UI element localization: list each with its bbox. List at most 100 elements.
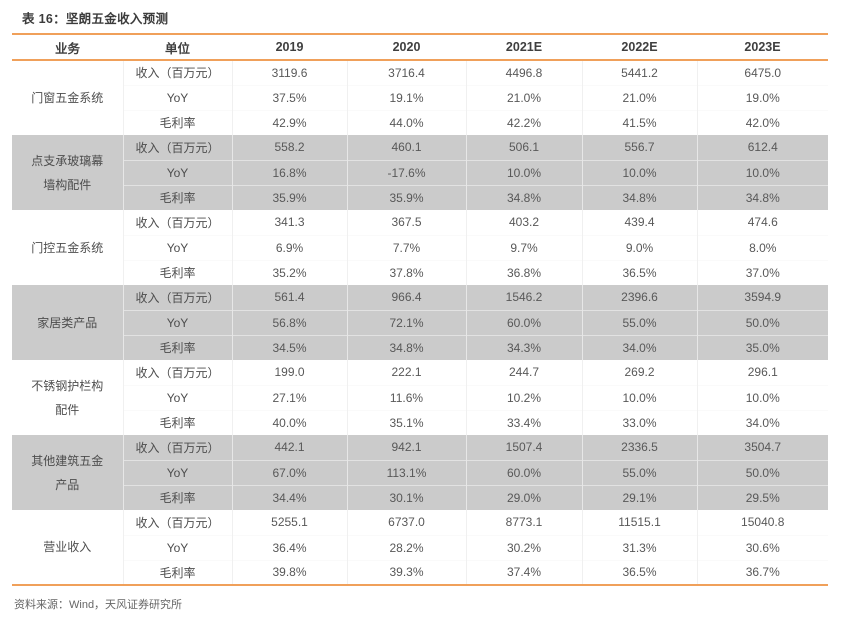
- metric-label: YoY: [122, 459, 232, 485]
- value-cell: 35.1%: [346, 409, 466, 435]
- value-cell: 11.6%: [346, 384, 466, 410]
- metric-label: YoY: [122, 384, 232, 410]
- value-cell: 439.4: [581, 210, 697, 235]
- value-cell: 34.4%: [231, 484, 347, 510]
- business-name: 不锈钢护栏构配件: [12, 360, 123, 435]
- value-cell: 34.3%: [465, 334, 582, 360]
- metric-label: 毛利率: [122, 484, 232, 510]
- table-row: 点支承玻璃幕墙构配件 收入（百万元） 558.2 460.1 506.1 556.7 612…: [12, 135, 828, 210]
- metric-label: 收入（百万元）: [122, 135, 232, 160]
- value-cell: 40.0%: [231, 409, 347, 435]
- business-name: 家居类产品: [12, 285, 123, 360]
- value-cell: 42.0%: [696, 109, 828, 135]
- value-cell: 50.0%: [696, 459, 828, 485]
- value-cell: 35.0%: [696, 334, 828, 360]
- table-row: 毛利率 35.2% 37.8% 36.8% 36.5% 37.0%: [12, 259, 828, 285]
- value-cell: 33.0%: [581, 409, 697, 435]
- col-header-year-2019: 2019: [232, 34, 347, 61]
- value-cell: 27.1%: [231, 384, 347, 410]
- value-cell: 19.0%: [696, 84, 828, 110]
- value-cell: 6475.0: [696, 60, 828, 85]
- value-cell: 36.5%: [581, 559, 697, 585]
- value-cell: -17.6%: [346, 159, 466, 185]
- value-cell: 34.5%: [231, 334, 347, 360]
- table-row: YoY 36.4% 28.2% 30.2% 31.3% 30.6%: [12, 534, 828, 560]
- value-cell: 35.9%: [231, 184, 347, 210]
- value-cell: 3716.4: [346, 60, 466, 85]
- value-cell: 10.2%: [465, 384, 582, 410]
- value-cell: 5255.1: [231, 510, 347, 535]
- value-cell: 341.3: [231, 210, 347, 235]
- value-cell: 16.8%: [231, 159, 347, 185]
- table-title: 表 16：坚朗五金收入预测: [22, 12, 169, 26]
- value-cell: 403.2: [465, 210, 582, 235]
- value-cell: 2396.6: [581, 285, 697, 310]
- metric-label: 收入（百万元）: [122, 360, 232, 385]
- value-cell: 21.0%: [465, 84, 582, 110]
- value-cell: 10.0%: [581, 159, 697, 185]
- value-cell: 39.3%: [346, 559, 466, 585]
- metric-label: YoY: [122, 534, 232, 560]
- table-row: YoY 27.1% 11.6% 10.2% 10.0% 10.0%: [12, 384, 828, 410]
- value-cell: 30.6%: [696, 534, 828, 560]
- table-row: YoY 16.8% -17.6% 10.0% 10.0% 10.0%: [12, 159, 828, 185]
- col-header-business: 业务: [12, 34, 123, 61]
- value-cell: 42.2%: [465, 109, 582, 135]
- value-cell: 56.8%: [231, 309, 347, 335]
- value-cell: 34.0%: [696, 409, 828, 435]
- value-cell: 36.7%: [696, 559, 828, 585]
- table-row: 毛利率 39.8% 39.3% 37.4% 36.5% 36.7%: [12, 559, 828, 585]
- value-cell: 55.0%: [581, 309, 697, 335]
- table-row: YoY 6.9% 7.7% 9.7% 9.0% 8.0%: [12, 234, 828, 260]
- value-cell: 10.0%: [581, 384, 697, 410]
- table-row: 其他建筑五金产品 收入（百万元） 442.1 942.1 1507.4 2336.5 350…: [12, 435, 828, 510]
- value-cell: 942.1: [346, 435, 466, 460]
- value-cell: 199.0: [231, 360, 347, 385]
- value-cell: 367.5: [346, 210, 466, 235]
- col-header-year-2023e: 2023E: [697, 34, 828, 61]
- metric-label: 收入（百万元）: [122, 510, 232, 535]
- value-cell: 506.1: [465, 135, 582, 160]
- value-cell: 442.1: [231, 435, 347, 460]
- value-cell: 15040.8: [696, 510, 828, 535]
- value-cell: 2336.5: [581, 435, 697, 460]
- value-cell: 31.3%: [581, 534, 697, 560]
- value-cell: 21.0%: [581, 84, 697, 110]
- value-cell: 3119.6: [231, 60, 347, 85]
- metric-label: 毛利率: [122, 109, 232, 135]
- value-cell: 37.5%: [231, 84, 347, 110]
- value-cell: 41.5%: [581, 109, 697, 135]
- value-cell: 36.8%: [465, 259, 582, 285]
- value-cell: 34.8%: [696, 184, 828, 210]
- value-cell: 36.4%: [231, 534, 347, 560]
- metric-label: YoY: [122, 159, 232, 185]
- table-row: 不锈钢护栏构配件 收入（百万元） 199.0 222.1 244.7 269.2 296.1: [12, 360, 828, 435]
- value-cell: 60.0%: [465, 459, 582, 485]
- value-cell: 34.8%: [465, 184, 582, 210]
- business-name: 营业收入: [12, 510, 123, 585]
- value-cell: 561.4: [231, 285, 347, 310]
- value-cell: 612.4: [696, 135, 828, 160]
- header-row: 业务 单位 2019 2020 2021E 2022E 2023E: [12, 34, 828, 61]
- data-source-note: 资料来源：Wind，天风证券研究所: [14, 599, 183, 611]
- value-cell: 6.9%: [231, 234, 347, 260]
- value-cell: 37.8%: [346, 259, 466, 285]
- value-cell: 35.2%: [231, 259, 347, 285]
- value-cell: 8.0%: [696, 234, 828, 260]
- value-cell: 6737.0: [346, 510, 466, 535]
- metric-label: 毛利率: [122, 334, 232, 360]
- col-header-year-2021e: 2021E: [466, 34, 582, 61]
- metric-label: YoY: [122, 84, 232, 110]
- table-row: 门窗五金系统 收入（百万元） 3119.6 3716.4 4496.8 5441.2 647…: [12, 60, 828, 135]
- col-header-year-2020: 2020: [347, 34, 466, 61]
- table-row: YoY 37.5% 19.1% 21.0% 21.0% 19.0%: [12, 84, 828, 110]
- table-row: YoY 56.8% 72.1% 60.0% 55.0% 50.0%: [12, 309, 828, 335]
- value-cell: 72.1%: [346, 309, 466, 335]
- metric-label: 收入（百万元）: [122, 60, 232, 85]
- value-cell: 29.0%: [465, 484, 582, 510]
- value-cell: 460.1: [346, 135, 466, 160]
- metric-label: 毛利率: [122, 559, 232, 585]
- value-cell: 39.8%: [231, 559, 347, 585]
- value-cell: 222.1: [346, 360, 466, 385]
- value-cell: 33.4%: [465, 409, 582, 435]
